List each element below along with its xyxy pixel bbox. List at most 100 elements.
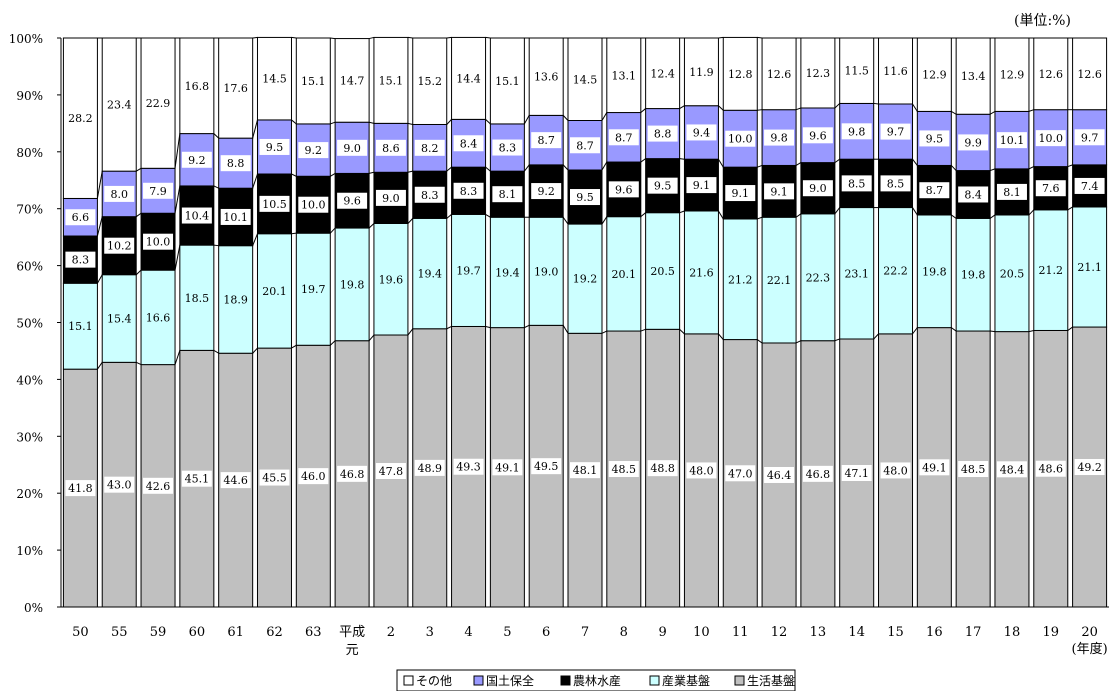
series-connector: [834, 103, 841, 109]
data-label: 12.3: [806, 67, 831, 80]
series-connector: [756, 339, 763, 344]
data-label: 9.1: [770, 185, 788, 198]
series-connector: [96, 171, 103, 199]
data-label-box: [375, 463, 406, 480]
data-label-box: [802, 180, 833, 197]
bar-segment: [489, 37, 525, 125]
data-label-box: [802, 465, 833, 482]
data-label: 16.8: [185, 80, 210, 93]
x-tick-label: 7: [581, 625, 589, 640]
series-connector: [834, 338, 840, 342]
series-connector: [524, 324, 530, 329]
data-label: 10.0: [301, 199, 326, 212]
series-connector: [97, 362, 103, 370]
data-label-box: [1035, 130, 1066, 147]
data-label-box: [764, 183, 795, 200]
data-label: 8.5: [848, 177, 866, 190]
data-label: 19.2: [573, 273, 598, 286]
x-tick-label: 11: [732, 625, 749, 640]
data-label-box: [647, 460, 678, 477]
data-label-box: [725, 130, 756, 147]
data-label-box: [880, 175, 911, 192]
unit-label: (単位:%): [1014, 13, 1071, 29]
data-label: 13.1: [612, 69, 637, 82]
series-connector: [446, 36, 452, 39]
series-connector: [718, 158, 724, 168]
bar-segment: [683, 210, 719, 335]
legend-label: 国土保全: [486, 673, 534, 688]
x-tick-label: 15: [887, 625, 904, 640]
data-label-box: [298, 468, 329, 485]
data-label: 20.1: [262, 285, 287, 298]
series-connector: [96, 274, 103, 284]
legend-swatch: [473, 675, 484, 686]
data-label: 48.8: [650, 462, 675, 475]
data-label: 10.0: [146, 236, 171, 249]
series-connector: [1028, 209, 1035, 216]
data-label: 22.3: [806, 271, 831, 284]
data-label: 9.2: [188, 154, 206, 167]
legend-label: 産業基盤: [662, 673, 710, 688]
data-label: 48.6: [1039, 463, 1064, 476]
x-tick-label: 平成元: [339, 625, 365, 658]
x-tick-label: 63: [305, 625, 322, 640]
bar-segment: [878, 37, 914, 105]
series-connector: [446, 166, 452, 172]
bar-segment: [761, 37, 797, 111]
legend-label: 生活基盤: [747, 674, 795, 688]
data-label-box: [919, 130, 950, 147]
data-label: 45.5: [262, 472, 287, 485]
data-label-box: [531, 183, 562, 200]
data-labels: 41.8 43.0 42.6 45.1 44.6 45.5 46.0 46.8 47.8 48.9…: [65, 65, 1105, 497]
data-label-box: [1035, 460, 1066, 477]
series-connector: [951, 327, 957, 332]
bar-segment: [412, 37, 448, 125]
series-connector: [757, 36, 763, 39]
data-label-box: [996, 132, 1027, 149]
data-label-box: [647, 177, 678, 194]
data-label-box: [686, 124, 717, 141]
data-label-box: [259, 195, 290, 212]
bar-segment: [722, 218, 758, 341]
series-connector: [291, 119, 297, 125]
data-label-box: [919, 182, 950, 199]
data-label-box: [570, 189, 600, 206]
series-connector: [951, 110, 957, 115]
data-label: 18.9: [223, 293, 248, 306]
data-label-box: [492, 139, 523, 156]
x-tick-label: 60: [189, 625, 206, 640]
data-label: 19.4: [417, 268, 442, 281]
data-label: 48.5: [961, 463, 986, 476]
y-tick-label: 0%: [24, 601, 43, 615]
series-connector: [757, 216, 763, 220]
y-tick-label: 20%: [16, 487, 43, 501]
data-label: 22.2: [883, 265, 908, 278]
data-label-box: [764, 466, 795, 483]
bar-segment: [606, 216, 642, 332]
data-label: 12.4: [650, 67, 675, 80]
x-tick-label: 17: [965, 625, 982, 640]
bar-segment: [528, 37, 564, 116]
data-label: 42.6: [146, 480, 171, 493]
series-connector: [407, 170, 413, 173]
data-label-box: [104, 237, 135, 254]
data-label-box: [65, 480, 96, 497]
data-label-box: [181, 151, 212, 168]
data-label: 9.8: [770, 132, 788, 145]
series-connector: [1028, 109, 1034, 112]
data-label: 11.5: [844, 65, 869, 78]
series-connector: [407, 328, 414, 336]
data-label: 10.1: [223, 211, 248, 224]
data-label: 45.1: [185, 473, 210, 486]
data-label: 15.1: [68, 320, 93, 333]
data-label-box: [104, 476, 135, 493]
data-label: 16.6: [146, 311, 171, 324]
bar-segment: [800, 37, 836, 109]
x-tick-label: 10: [693, 625, 710, 640]
data-label: 28.2: [68, 112, 93, 125]
data-label-box: [298, 196, 329, 213]
data-label: 12.6: [1039, 68, 1064, 81]
data-label: 8.7: [926, 184, 944, 197]
series-connector: [252, 347, 258, 354]
data-label: 49.3: [456, 461, 481, 474]
